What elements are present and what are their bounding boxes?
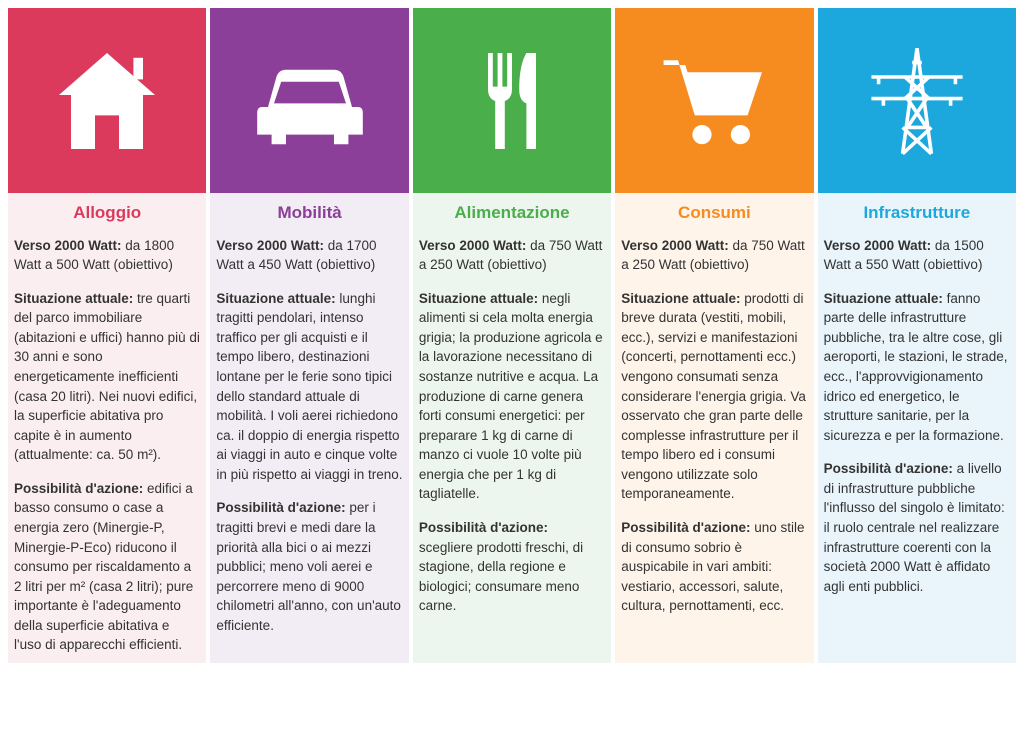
cart-icon xyxy=(654,41,774,161)
verso-2000-watt-paragraph: Verso 2000 Watt: da 1800 Watt a 500 Watt… xyxy=(14,236,200,275)
category-column-consumi: ConsumiVerso 2000 Watt: da 750 Watt a 25… xyxy=(615,8,813,663)
category-title: Infrastrutture xyxy=(818,193,1016,236)
possibilita-azione-text: scegliere prodotti freschi, di stagione,… xyxy=(419,540,583,614)
possibilita-azione-paragraph: Possibilità d'azione: per i tragitti bre… xyxy=(216,498,402,635)
situazione-attuale-label: Situazione attuale: xyxy=(419,291,538,306)
situazione-attuale-label: Situazione attuale: xyxy=(216,291,335,306)
possibilita-azione-paragraph: Possibilità d'azione: scegliere prodotti… xyxy=(419,518,605,616)
possibilita-azione-label: Possibilità d'azione: xyxy=(621,520,750,535)
fork-knife-icon xyxy=(452,41,572,161)
house-icon xyxy=(47,41,167,161)
situazione-attuale-label: Situazione attuale: xyxy=(14,291,133,306)
verso-2000-watt-paragraph: Verso 2000 Watt: da 750 Watt a 250 Watt … xyxy=(419,236,605,275)
possibilita-azione-label: Possibilità d'azione: xyxy=(824,461,953,476)
category-column-alloggio: AlloggioVerso 2000 Watt: da 1800 Watt a … xyxy=(8,8,206,663)
category-body: Verso 2000 Watt: da 1800 Watt a 500 Watt… xyxy=(8,236,206,663)
situazione-attuale-text: lunghi tragitti pendolari, intenso traff… xyxy=(216,291,402,482)
category-column-mobilita: MobilitàVerso 2000 Watt: da 1700 Watt a … xyxy=(210,8,408,663)
verso-2000-watt-label: Verso 2000 Watt: xyxy=(419,238,527,253)
possibilita-azione-text: edifici a basso consumo o case a energia… xyxy=(14,481,193,653)
verso-2000-watt-paragraph: Verso 2000 Watt: da 1700 Watt a 450 Watt… xyxy=(216,236,402,275)
situazione-attuale-paragraph: Situazione attuale: lunghi tragitti pend… xyxy=(216,289,402,485)
situazione-attuale-text: fanno parte delle infrastrutture pubblic… xyxy=(824,291,1008,443)
verso-2000-watt-paragraph: Verso 2000 Watt: da 1500 Watt a 550 Watt… xyxy=(824,236,1010,275)
category-body: Verso 2000 Watt: da 750 Watt a 250 Watt … xyxy=(615,236,813,663)
category-title: Alimentazione xyxy=(413,193,611,236)
category-body: Verso 2000 Watt: da 1500 Watt a 550 Watt… xyxy=(818,236,1016,663)
car-icon xyxy=(250,41,370,161)
possibilita-azione-label: Possibilità d'azione: xyxy=(14,481,143,496)
verso-2000-watt-paragraph: Verso 2000 Watt: da 750 Watt a 250 Watt … xyxy=(621,236,807,275)
verso-2000-watt-label: Verso 2000 Watt: xyxy=(824,238,932,253)
category-title: Consumi xyxy=(615,193,813,236)
possibilita-azione-text: a livello di infrastrutture pubbliche l'… xyxy=(824,461,1005,593)
pylon-icon xyxy=(857,41,977,161)
possibilita-azione-label: Possibilità d'azione: xyxy=(216,500,345,515)
possibilita-azione-text: per i tragitti brevi e medi dare la prio… xyxy=(216,500,401,632)
possibilita-azione-paragraph: Possibilità d'azione: uno stile di consu… xyxy=(621,518,807,616)
house-icon-box xyxy=(8,8,206,193)
situazione-attuale-paragraph: Situazione attuale: fanno parte delle in… xyxy=(824,289,1010,446)
category-body: Verso 2000 Watt: da 750 Watt a 250 Watt … xyxy=(413,236,611,663)
verso-2000-watt-label: Verso 2000 Watt: xyxy=(621,238,729,253)
pylon-icon-box xyxy=(818,8,1016,193)
car-icon-box xyxy=(210,8,408,193)
situazione-attuale-paragraph: Situazione attuale: prodotti di breve du… xyxy=(621,289,807,504)
situazione-attuale-label: Situazione attuale: xyxy=(621,291,740,306)
fork-knife-icon-box xyxy=(413,8,611,193)
situazione-attuale-paragraph: Situazione attuale: negli alimenti si ce… xyxy=(419,289,605,504)
category-title: Mobilità xyxy=(210,193,408,236)
verso-2000-watt-label: Verso 2000 Watt: xyxy=(14,238,122,253)
possibilita-azione-paragraph: Possibilità d'azione: edifici a basso co… xyxy=(14,479,200,655)
cart-icon-box xyxy=(615,8,813,193)
situazione-attuale-text: prodotti di breve durata (vestiti, mobil… xyxy=(621,291,806,502)
category-grid: AlloggioVerso 2000 Watt: da 1800 Watt a … xyxy=(8,8,1016,663)
possibilita-azione-paragraph: Possibilità d'azione: a livello di infra… xyxy=(824,459,1010,596)
category-column-alimentazione: AlimentazioneVerso 2000 Watt: da 750 Wat… xyxy=(413,8,611,663)
category-title: Alloggio xyxy=(8,193,206,236)
situazione-attuale-label: Situazione attuale: xyxy=(824,291,943,306)
category-column-infrastrutture: InfrastruttureVerso 2000 Watt: da 1500 W… xyxy=(818,8,1016,663)
situazione-attuale-text: tre quarti del parco immobiliare (abitaz… xyxy=(14,291,200,463)
category-body: Verso 2000 Watt: da 1700 Watt a 450 Watt… xyxy=(210,236,408,663)
situazione-attuale-text: negli alimenti si cela molta energia gri… xyxy=(419,291,603,502)
possibilita-azione-label: Possibilità d'azione: xyxy=(419,520,548,535)
situazione-attuale-paragraph: Situazione attuale: tre quarti del parco… xyxy=(14,289,200,465)
verso-2000-watt-label: Verso 2000 Watt: xyxy=(216,238,324,253)
